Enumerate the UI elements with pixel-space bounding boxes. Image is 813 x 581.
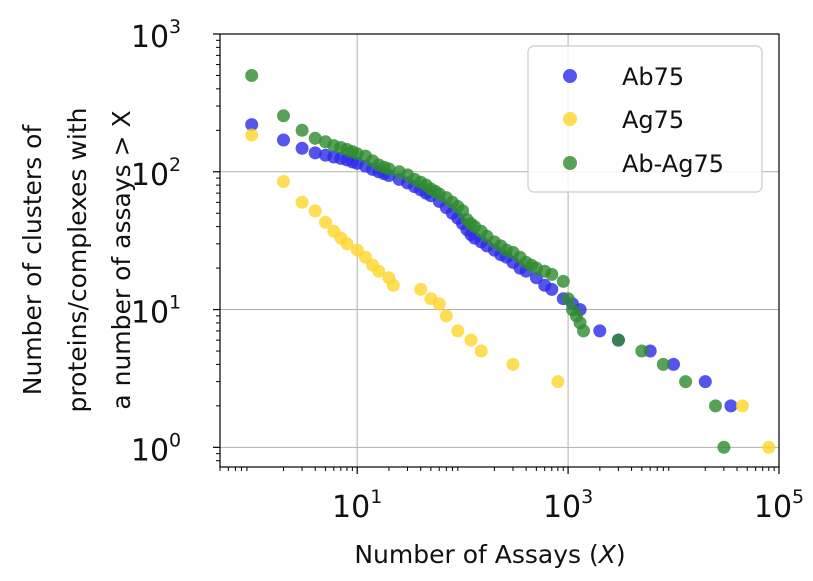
data-point-ab-ag75 [577, 324, 590, 338]
y-tick-label: 100 [131, 429, 181, 468]
y-axis-label-line-1: Number of clusters of [18, 124, 47, 396]
data-points [245, 69, 776, 454]
data-point-ab-ag75 [277, 109, 290, 123]
data-point-ab75 [667, 357, 680, 371]
y-axis-label-line-3: a number of assays > X [107, 110, 136, 409]
legend-marker-ab-ag75 [563, 156, 577, 170]
y-axis-label-line-2: proteins/complexes with [63, 108, 92, 413]
data-point-ab-ag75 [382, 162, 396, 176]
data-point-ag75 [340, 237, 354, 251]
data-point-ag75 [451, 324, 465, 338]
data-point-ag75 [295, 195, 309, 209]
legend-label-ag75: Ag75 [622, 106, 684, 134]
data-point-ag75 [432, 297, 446, 311]
data-point-ag75 [245, 128, 259, 142]
plot-frame [219, 33, 780, 468]
data-point-ag75 [439, 309, 453, 323]
y-tick-label: 103 [131, 16, 181, 55]
data-point-ab-ag75 [656, 357, 670, 371]
legend-label-ab-ag75: Ab-Ag75 [622, 150, 724, 178]
legend-marker-ab75 [563, 69, 577, 83]
data-point-ab75 [308, 146, 322, 160]
legend-box [527, 45, 763, 193]
data-point-ab75 [724, 399, 738, 413]
series-ab-ag75 [245, 69, 731, 454]
y-tick-label: 101 [131, 292, 181, 331]
data-point-ag75 [414, 282, 428, 296]
legend: Ab75 Ag75 Ab-Ag75 [527, 45, 763, 193]
data-point-ag75 [762, 440, 776, 454]
data-point-ag75 [464, 333, 478, 347]
tick-labels: 101 103 105 100 101 102 103 [131, 16, 804, 525]
data-point-ag75 [308, 204, 322, 218]
data-point-ab-ag75 [635, 344, 649, 358]
data-point-ag75 [551, 375, 565, 389]
data-point-ab-ag75 [308, 131, 322, 145]
data-point-ag75 [386, 278, 400, 292]
data-point-ab75 [593, 324, 607, 338]
data-point-ab-ag75 [709, 399, 722, 413]
x-tick-label: 103 [543, 486, 593, 525]
data-point-ag75 [277, 175, 290, 188]
data-point-ab75 [245, 118, 259, 132]
series-ag75 [245, 128, 776, 454]
data-point-ag75 [735, 399, 749, 413]
data-point-ag75 [372, 264, 386, 278]
y-axis-label: Number of clusters of proteins/complexes… [18, 108, 136, 413]
data-point-ab-ag75 [717, 440, 731, 454]
axis-ticks [213, 33, 780, 474]
data-point-ab75 [277, 133, 290, 147]
x-tick-label: 105 [754, 486, 804, 525]
y-tick-label: 102 [131, 154, 181, 193]
data-point-ab-ag75 [295, 123, 309, 137]
data-point-ab-ag75 [611, 333, 625, 347]
x-axis-label: Number of Assays (X) [354, 540, 625, 569]
data-point-ag75 [474, 344, 488, 358]
data-point-ab-ag75 [561, 292, 575, 306]
data-point-ab-ag75 [245, 69, 259, 82]
data-point-ab75 [698, 375, 712, 389]
x-tick-label: 101 [332, 486, 382, 525]
data-point-ab-ag75 [556, 274, 570, 288]
data-point-ab-ag75 [679, 375, 693, 389]
data-point-ag75 [506, 357, 520, 371]
legend-label-ab75: Ab75 [622, 63, 684, 91]
data-point-ab-ag75 [545, 267, 559, 281]
data-point-ab75 [545, 282, 559, 296]
data-point-ab75 [295, 141, 309, 155]
legend-marker-ag75 [563, 112, 577, 126]
data-point-ag75 [319, 215, 332, 229]
